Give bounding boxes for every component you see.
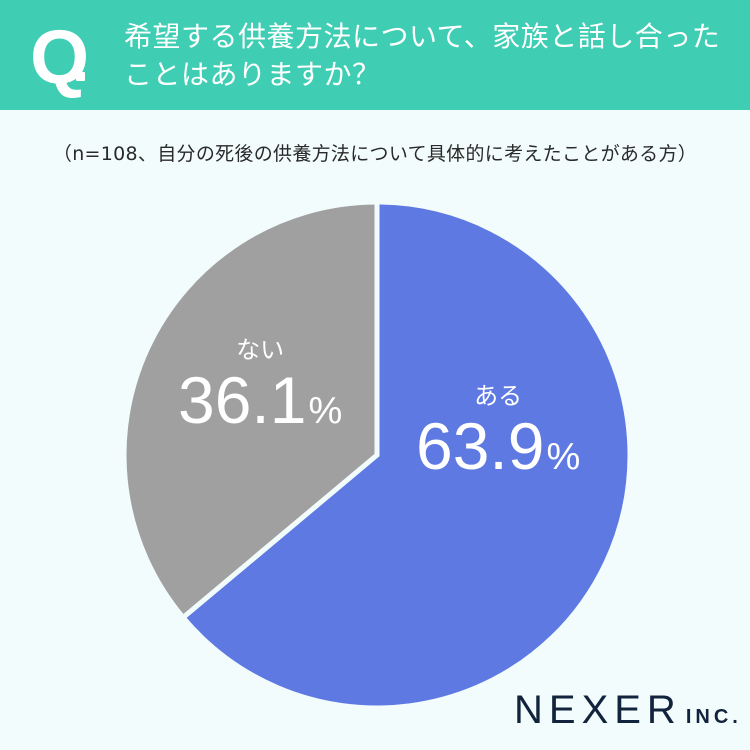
slice-value-nai: 36.1% (178, 363, 343, 437)
nexer-logo: NEXER INC. (514, 688, 742, 732)
pie-slices (121, 199, 633, 711)
pie-slice-aru (179, 199, 633, 711)
q-dot (76, 72, 85, 81)
slice-label-nai: ない 36.1% (178, 336, 342, 447)
question-header: Q 希望する供養方法について、家族と話し合った ことはありますか？ (0, 0, 750, 110)
slice-name-aru: ある (474, 382, 523, 410)
question-line-2: ことはありますか？ (124, 58, 381, 91)
question-text: 希望する供養方法について、家族と話し合った ことはありますか？ (124, 18, 734, 94)
slice-label-aru: ある 63.9% (416, 382, 580, 493)
pie-slice-nai (121, 199, 380, 622)
slice-name-nai: ない (236, 336, 285, 364)
sample-note: （n=108、自分の死後の供養方法について具体的に考えたことがある方） (52, 143, 698, 165)
question-line-1: 希望する供養方法について、家族と話し合った (124, 20, 721, 53)
q-mark: Q (30, 15, 90, 100)
slice-value-aru: 63.9% (416, 409, 581, 483)
